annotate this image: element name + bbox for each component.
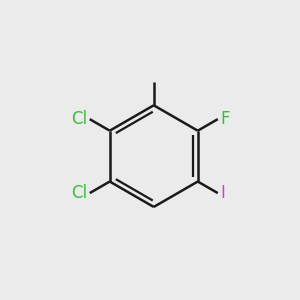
Text: F: F <box>220 110 230 128</box>
Text: Cl: Cl <box>71 184 87 202</box>
Text: I: I <box>220 184 225 202</box>
Text: Cl: Cl <box>71 110 87 128</box>
